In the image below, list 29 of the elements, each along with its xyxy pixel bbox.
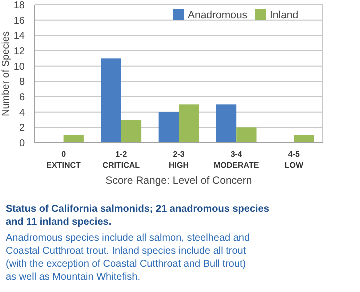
text: Anadromous species include all salmon, steelhead and Coastal Cutthroat trout. Inland species include all trout (with the exception of Coastal Cutthroat and Bull trout) as well as Mountain Whitefish. bbox=[6, 233, 250, 283]
x-tick-label: 1-2 CRITICAL bbox=[102, 150, 140, 170]
legend-label: Anadromous bbox=[188, 10, 248, 22]
y-tick-label: 14 bbox=[14, 31, 26, 42]
x-tick-label: 3-4 MODERATE bbox=[214, 150, 260, 170]
y-tick-label: 2 bbox=[19, 123, 26, 134]
legend-label: Inland bbox=[270, 10, 299, 22]
x-axis-title: Score Range: Level of Concern bbox=[106, 175, 252, 187]
x-tick-label: 0 EXTINCT bbox=[46, 150, 82, 170]
y-tick-label: 6 bbox=[19, 92, 26, 104]
bar bbox=[294, 135, 314, 143]
x-tick-label: 4-5 LOW bbox=[284, 150, 304, 170]
bar bbox=[101, 58, 122, 143]
bar bbox=[158, 112, 179, 143]
y-tick-label: 4 bbox=[19, 108, 26, 119]
bar bbox=[216, 104, 237, 143]
bar bbox=[236, 128, 257, 143]
text: Status of California salmonids; 21 anadromous species and 11 inland species. bbox=[6, 204, 270, 228]
bar bbox=[64, 135, 84, 143]
bar bbox=[179, 104, 200, 143]
y-axis-title: Number of Species bbox=[1, 31, 12, 117]
x-tick-label: 2-3 HIGH bbox=[169, 150, 190, 170]
y-tick-label: 16 bbox=[14, 16, 26, 27]
y-tick-label: 10 bbox=[14, 62, 26, 73]
y-tick-label: 18 bbox=[14, 0, 26, 12]
y-tick-label: 8 bbox=[19, 77, 26, 88]
y-tick-label: 12 bbox=[14, 46, 26, 58]
y-tick-label: 0 bbox=[19, 138, 26, 150]
bar bbox=[121, 120, 142, 143]
